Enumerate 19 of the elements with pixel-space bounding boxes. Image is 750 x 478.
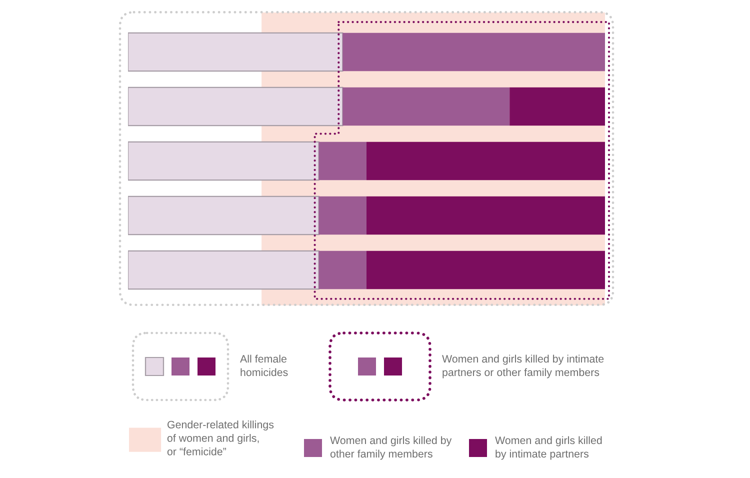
bar (510, 87, 605, 126)
bar (128, 250, 320, 290)
legend-label: Women and girls killed by other family members (330, 436, 452, 460)
bar (128, 86, 344, 126)
bar (366, 250, 605, 290)
bar (318, 196, 366, 235)
bar (318, 250, 366, 290)
text: Women and girls killed by intimate partners or other family members (442, 354, 604, 378)
bar (366, 196, 605, 235)
legend-label: Gender-related killings of women and girls, or “femicide” (167, 420, 274, 456)
bar (318, 142, 366, 180)
bar (342, 87, 510, 126)
bar (128, 141, 320, 181)
bar (366, 142, 605, 180)
bar (128, 32, 344, 72)
bar (342, 32, 605, 72)
text: All female homicides (240, 354, 288, 376)
legend-label: Women and girls killed by intimate partners (495, 436, 602, 460)
bar (128, 196, 320, 236)
